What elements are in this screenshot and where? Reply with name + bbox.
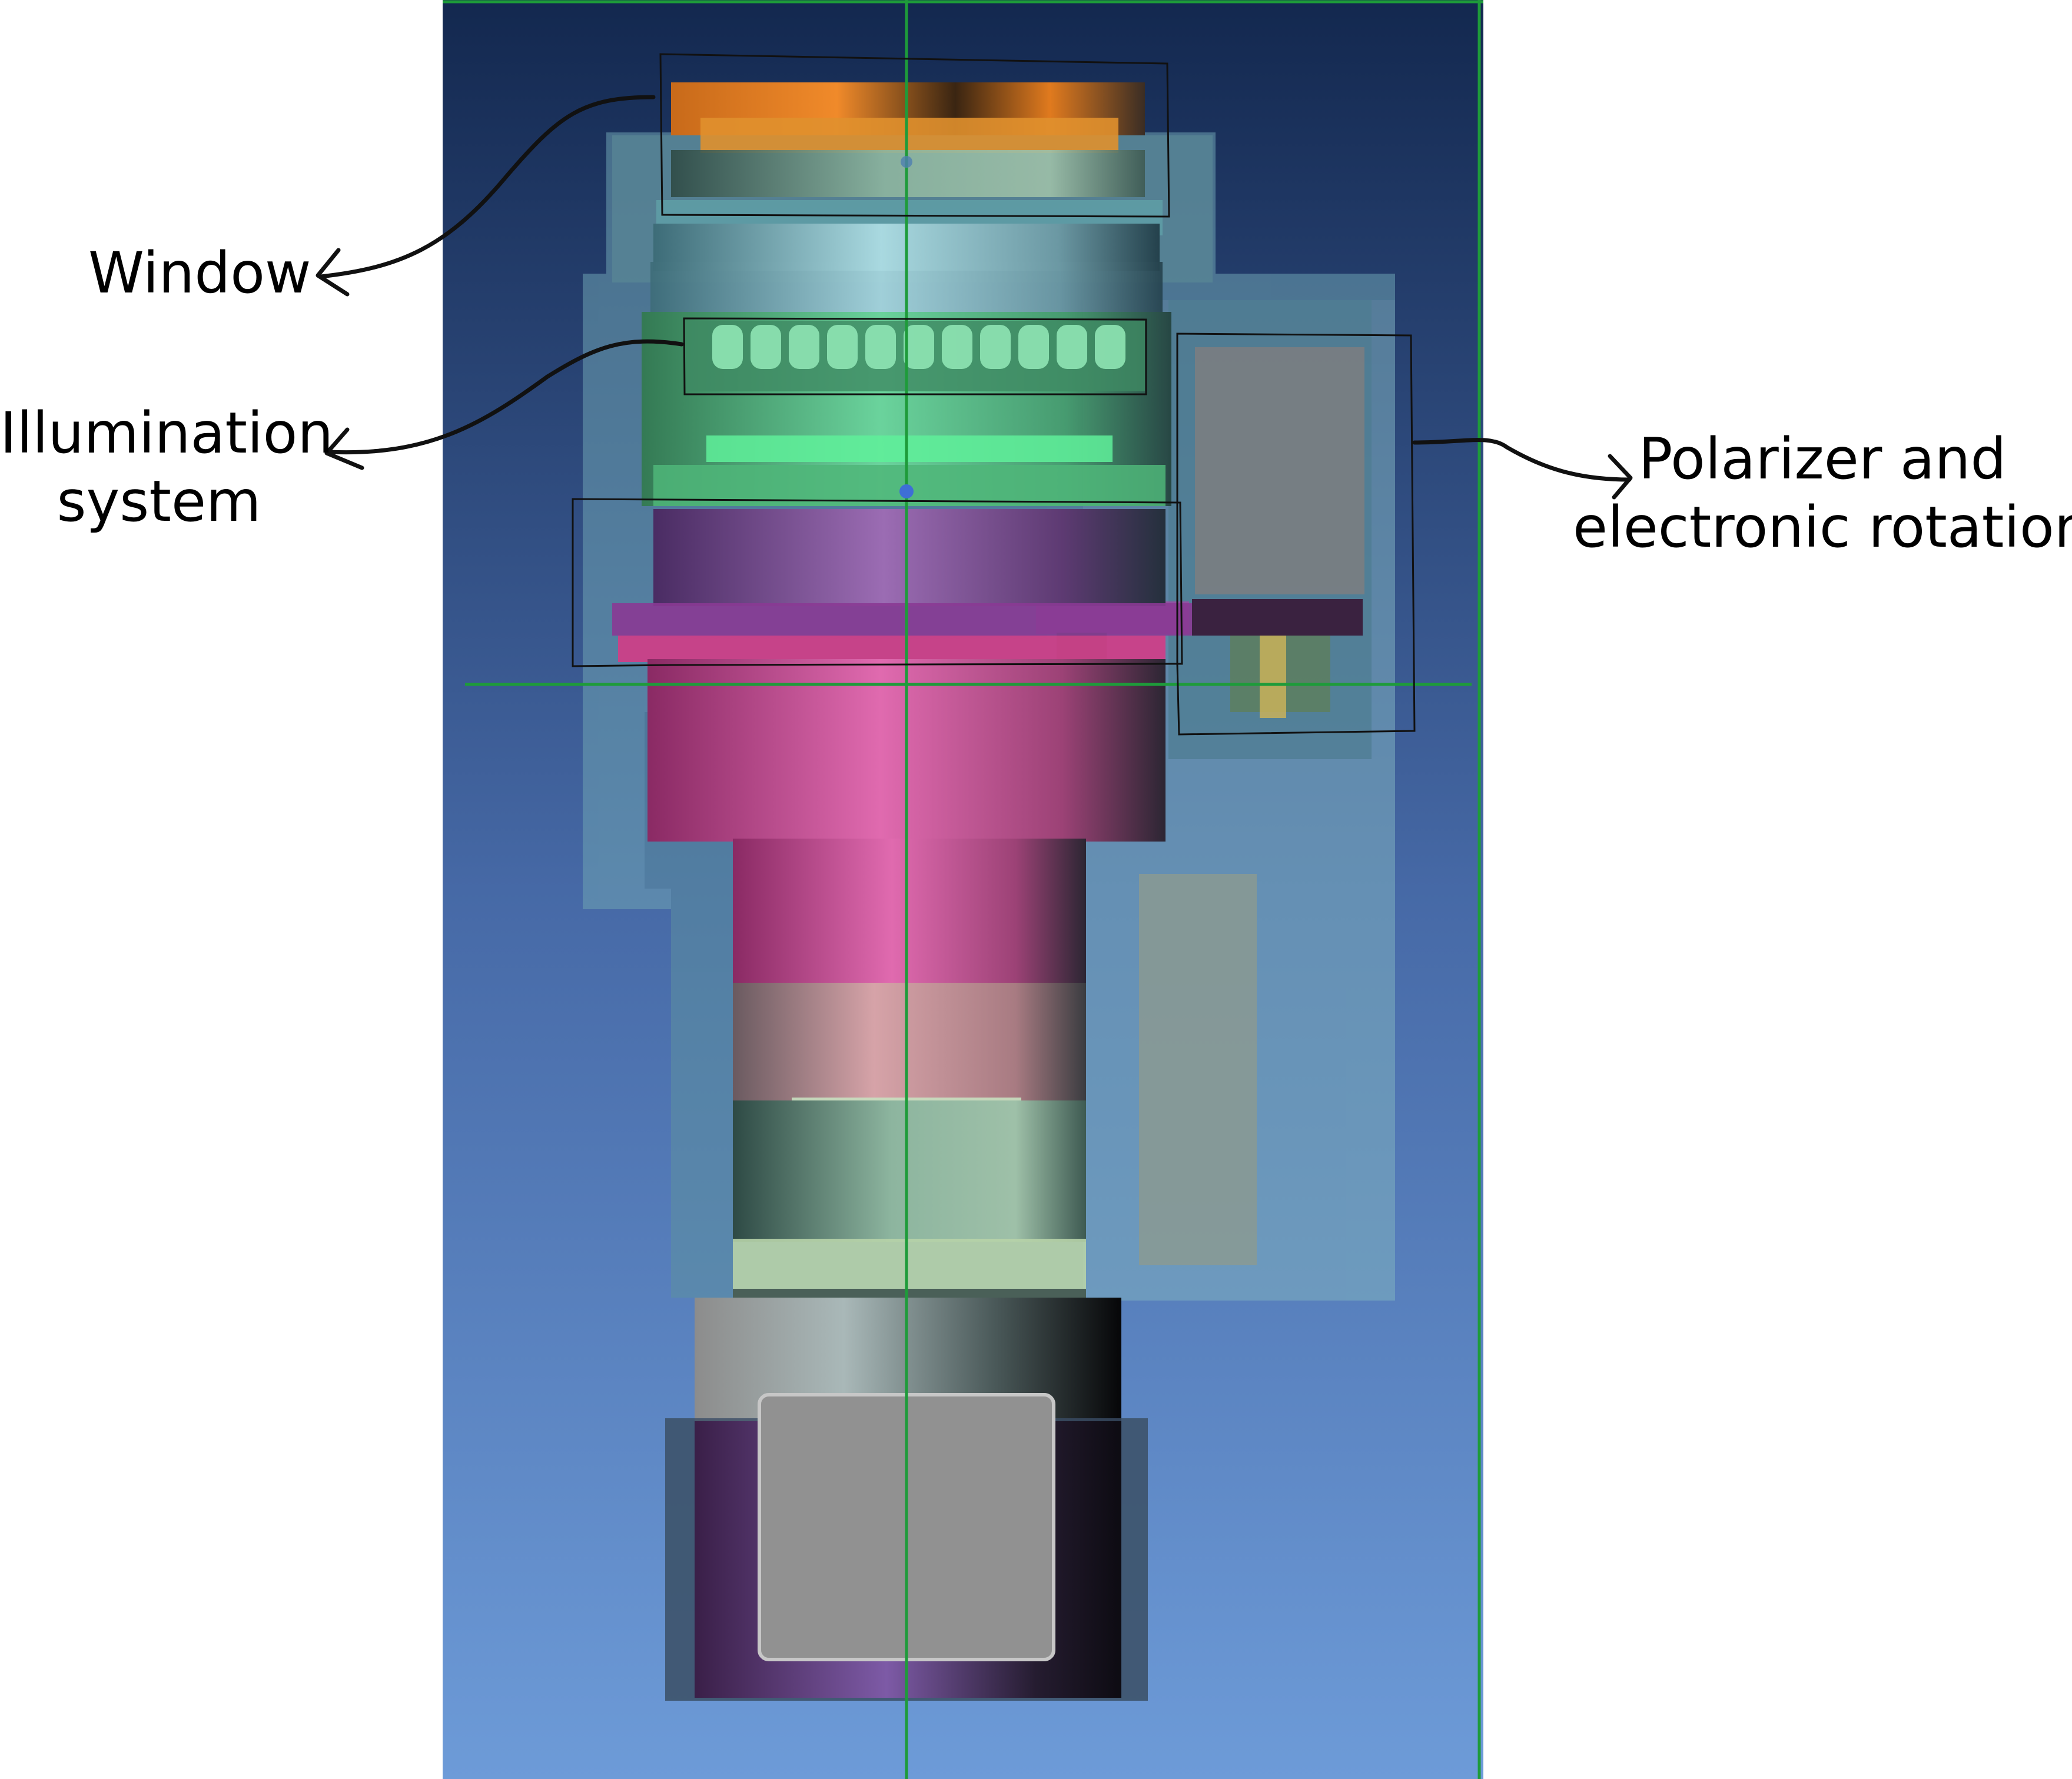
window-outline [659,53,1170,218]
window-arrow [318,95,656,279]
illumination-outline [683,317,1147,395]
illumination-label-line1: Illumination [0,400,334,466]
polarizer-ring-outline [572,498,1183,667]
window-label-text: Window [88,240,311,306]
window-assembly [612,82,1213,312]
polarizer-rotation-assembly [1036,300,1372,1265]
illumination-label: Illumination system [0,399,334,536]
window-label: Window [88,239,311,307]
center-marker [901,156,912,168]
region-outlines [572,53,1416,736]
window-arrowhead [316,248,350,297]
polarizer-label-line1: Polarizer and [1638,426,2007,492]
polarizer-label: Polarizer and electronic rotation [1573,425,2072,561]
callout-arrows [316,95,1633,500]
led-array [712,325,1125,369]
illumination-arrowhead [324,427,364,470]
center-marker [899,484,914,498]
polarizer-arrow [1412,438,1632,482]
polarizer-arrowhead [1608,454,1633,500]
illumination-arrow [327,339,684,455]
polarizer-ring [612,509,1192,662]
illumination-label-line2: system [57,468,261,534]
polarizer-label-line2: electronic rotation [1573,494,2072,560]
guide-lines [443,0,1483,1779]
polarizer-motor-outline [1176,332,1416,736]
